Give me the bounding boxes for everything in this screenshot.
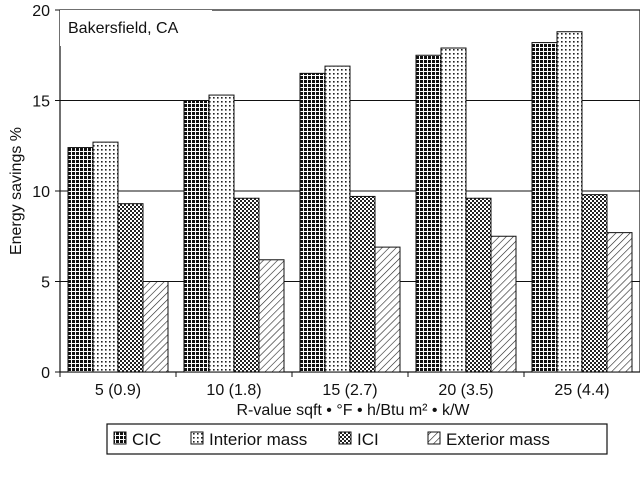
x-tick-label: 15 (2.7) — [322, 382, 377, 399]
bar-interior-mass — [440, 47, 467, 373]
y-tick-label: 20 — [32, 3, 50, 20]
annotation-box — [60, 10, 212, 46]
legend-swatch — [113, 431, 127, 445]
bar-ici — [117, 203, 144, 373]
bar-cic — [415, 54, 442, 373]
bar-ici — [233, 197, 260, 373]
x-tick-label: 20 (3.5) — [438, 382, 493, 399]
y-tick-label: 15 — [32, 94, 50, 111]
x-tick-label: 10 (1.8) — [206, 382, 261, 399]
bar-ici — [581, 194, 608, 373]
bar-cic — [183, 100, 210, 373]
y-axis-label: Energy savings % — [8, 127, 25, 255]
bar-ici — [349, 195, 376, 373]
bar-cic — [67, 147, 94, 373]
chart-annotation: Bakersfield, CA — [68, 20, 179, 37]
bar-interior-mass — [92, 141, 119, 373]
x-axis-ticks: 5 (0.9) 10 (1.8) 15 (2.7) 20 (3.5) 25 (4.4) — [59, 372, 610, 399]
y-axis-ticks: 0 5 10 15 20 — [32, 3, 60, 382]
y-tick-label: 0 — [41, 365, 50, 382]
bar-exterior-mass — [142, 281, 169, 373]
bar-exterior-mass — [374, 246, 401, 373]
legend: CIC Interior mass ICI Exterior mass — [106, 423, 608, 455]
bar-cic — [531, 42, 558, 373]
bar-ici — [465, 197, 492, 373]
legend-swatch — [427, 431, 441, 445]
bar-exterior-mass — [490, 235, 517, 373]
y-tick-label: 10 — [32, 184, 50, 201]
bar-interior-mass — [556, 31, 583, 373]
bar-interior-mass — [208, 94, 235, 373]
legend-swatch — [338, 431, 352, 445]
x-axis-label: R-value sqft • °F • h/Btu m² • k/W — [236, 402, 470, 419]
legend-label: ICI — [357, 430, 379, 449]
legend-swatch — [190, 431, 204, 445]
bars-group — [67, 31, 633, 373]
bar-cic — [299, 72, 326, 373]
y-tick-label: 5 — [41, 275, 50, 292]
bar-exterior-mass — [606, 232, 633, 373]
bar-exterior-mass — [258, 259, 285, 373]
x-tick-label: 25 (4.4) — [554, 382, 609, 399]
legend-label: CIC — [132, 430, 161, 449]
legend-label: Interior mass — [209, 430, 307, 449]
legend-frame — [106, 423, 608, 455]
legend-label: Exterior mass — [446, 430, 550, 449]
bar-interior-mass — [324, 65, 351, 373]
x-tick-label: 5 (0.9) — [95, 382, 141, 399]
